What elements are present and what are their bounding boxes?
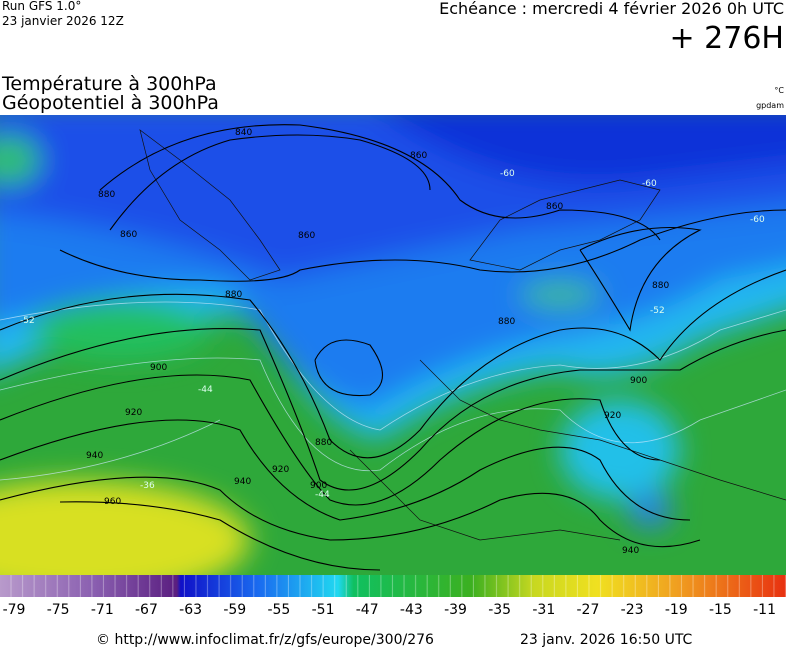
contour-label: 860 bbox=[410, 151, 427, 161]
colorbar-label: -75 bbox=[47, 602, 70, 618]
contour-label: 940 bbox=[86, 451, 103, 461]
colorbar-label: -39 bbox=[444, 602, 467, 618]
run-label: Run GFS 1.0° bbox=[2, 0, 81, 13]
colorbar-label: -31 bbox=[532, 602, 555, 618]
contour-label: 960 bbox=[104, 497, 121, 507]
contour-label: 880 bbox=[652, 281, 669, 291]
isotherm-label: -36 bbox=[140, 481, 155, 491]
colorbar-label: -55 bbox=[267, 602, 290, 618]
isotherm-label: -60 bbox=[750, 215, 765, 225]
colorbar-label: -67 bbox=[135, 602, 158, 618]
isotherm-label: -44 bbox=[315, 490, 330, 500]
colorbar-label: -27 bbox=[577, 602, 600, 618]
colorbar-steps bbox=[0, 575, 786, 597]
contour-label: 920 bbox=[604, 411, 621, 421]
isotherm-label: -60 bbox=[500, 169, 515, 179]
contour-label: 900 bbox=[150, 363, 167, 373]
source-url: © http://www.infoclimat.fr/z/gfs/europe/… bbox=[96, 632, 434, 648]
contour-label: 880 bbox=[315, 438, 332, 448]
colorbar-labels: -79 -75 -71 -67 -63 -59 -55 -51 -47 -43 -39 -35 -31 -… bbox=[3, 602, 776, 618]
colorbar-label: -51 bbox=[312, 602, 335, 618]
contour-label: 940 bbox=[234, 477, 251, 487]
unit-temp: °C bbox=[774, 86, 784, 95]
unit-geo: gpdam bbox=[756, 101, 784, 110]
colorbar-label: -63 bbox=[179, 602, 202, 618]
colorbar-label: -79 bbox=[3, 602, 26, 618]
contour-label: 860 bbox=[298, 231, 315, 241]
contour-label: 900 bbox=[630, 376, 647, 386]
colorbar-label: -43 bbox=[400, 602, 423, 618]
contour-label: 940 bbox=[622, 546, 639, 556]
isotherm-label: -52 bbox=[650, 306, 665, 316]
colorbar-label: -19 bbox=[665, 602, 688, 618]
contour-label: 860 bbox=[546, 202, 563, 212]
contour-label: 900 bbox=[310, 481, 327, 491]
map: 880 860 840 860 880 900 920 940 960 880 … bbox=[0, 115, 786, 575]
lead-time: + 276H bbox=[670, 21, 785, 56]
colorbar-label: -59 bbox=[223, 602, 246, 618]
title-geopotential: Géopotentiel à 300hPa bbox=[2, 92, 219, 114]
contour-label: 880 bbox=[498, 317, 515, 327]
run-date: 23 janvier 2026 12Z bbox=[2, 14, 124, 28]
contour-label: 920 bbox=[125, 408, 142, 418]
contour-label: 880 bbox=[225, 290, 242, 300]
isotherm-label: -60 bbox=[642, 179, 657, 189]
timestamp: 23 janv. 2026 16:50 UTC bbox=[520, 632, 693, 648]
colorbar-label: -71 bbox=[91, 602, 114, 618]
isotherm-label: -44 bbox=[198, 385, 213, 395]
colorbar-label: -11 bbox=[753, 602, 776, 618]
colorbar-label: -23 bbox=[621, 602, 644, 618]
forecast-time: Echéance : mercredi 4 février 2026 0h UT… bbox=[439, 0, 784, 18]
contour-label: 880 bbox=[98, 190, 115, 200]
colorbar-label: -35 bbox=[488, 602, 511, 618]
colorbar-label: -47 bbox=[356, 602, 379, 618]
colorbar-label: -15 bbox=[709, 602, 732, 618]
isotherm-label: -52 bbox=[20, 316, 35, 326]
contour-label: 860 bbox=[120, 230, 137, 240]
contour-label: 840 bbox=[235, 128, 252, 138]
contour-label: 920 bbox=[272, 465, 289, 475]
title-temperature: Température à 300hPa bbox=[1, 73, 217, 95]
